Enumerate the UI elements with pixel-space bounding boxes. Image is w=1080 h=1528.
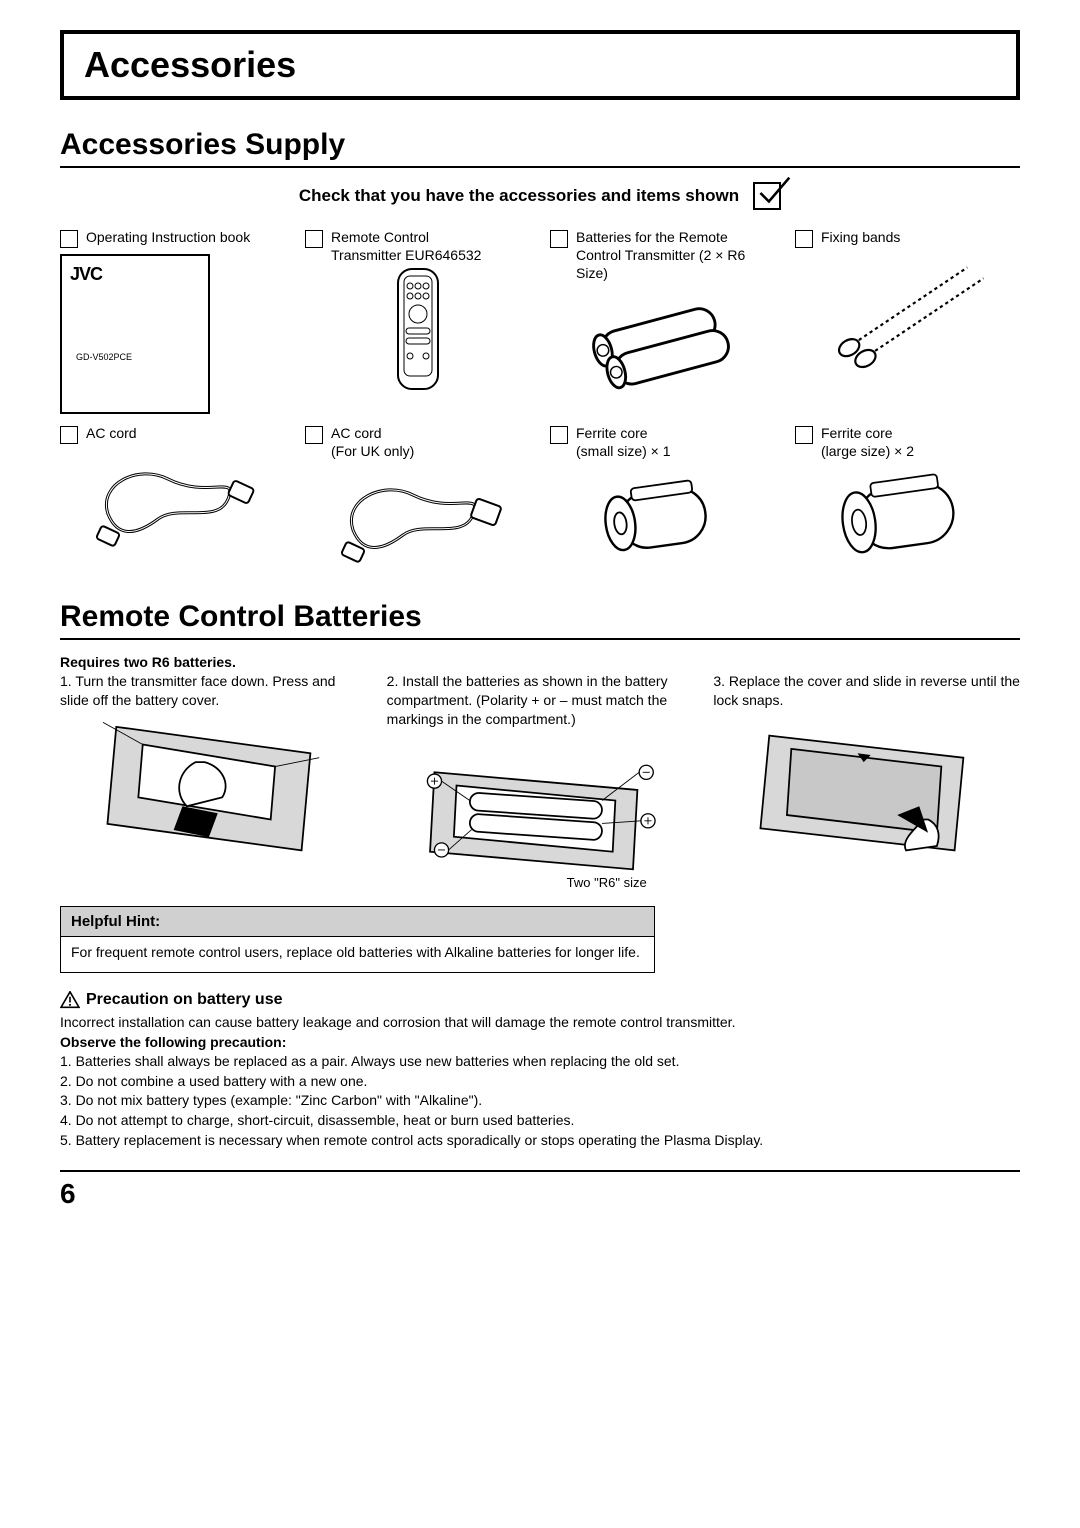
- item-label: Operating Instruction book: [86, 229, 250, 245]
- precaution-body: Incorrect installation can cause battery…: [60, 1013, 1020, 1150]
- item-label: Remote Control: [331, 229, 429, 245]
- item-ferrite-large: Ferrite core(large size) × 2: [795, 424, 1020, 570]
- warning-icon: [60, 991, 80, 1009]
- section-remote-batteries: Remote Control Batteries: [60, 600, 1020, 640]
- step-2-illustration: [387, 737, 694, 887]
- precaution-observe: Observe the following precaution:: [60, 1033, 1020, 1053]
- helpful-hint-box: Helpful Hint: For frequent remote contro…: [60, 906, 655, 973]
- batteries-illustration: [550, 283, 775, 413]
- item-label-2: Control Transmitter (2 × R6 Size): [576, 246, 775, 282]
- step-2-text: 2. Install the batteries as shown in the…: [387, 672, 694, 729]
- checkbox[interactable]: [550, 426, 568, 444]
- item-ac-cord: AC cord: [60, 424, 285, 570]
- item-label: Ferrite core: [576, 425, 648, 441]
- step-2: 2. Install the batteries as shown in the…: [387, 672, 694, 890]
- item-label: AC cord: [331, 425, 382, 441]
- cord-uk-illustration: [305, 460, 530, 570]
- hint-body: For frequent remote control users, repla…: [61, 937, 654, 972]
- title-box: Accessories: [60, 30, 1020, 100]
- precaution-item: 5. Battery replacement is necessary when…: [60, 1131, 1020, 1151]
- check-instruction: Check that you have the accessories and …: [60, 182, 1020, 210]
- battery-steps: 1. Turn the transmitter face down. Press…: [60, 672, 1020, 890]
- bands-illustration: [795, 248, 1020, 378]
- page-title: Accessories: [84, 44, 996, 86]
- checkbox[interactable]: [795, 230, 813, 248]
- section-accessories-supply: Accessories Supply: [60, 128, 1020, 168]
- item-batteries: Batteries for the RemoteControl Transmit…: [550, 228, 775, 414]
- item-fixing-bands: Fixing bands: [795, 228, 1020, 414]
- checkbox[interactable]: [550, 230, 568, 248]
- cord-illustration: [60, 444, 285, 554]
- item-ferrite-small: Ferrite core(small size) × 1: [550, 424, 775, 570]
- book-illustration: JVC GD-V502PCE: [60, 254, 210, 414]
- footer: 6: [60, 1170, 1020, 1210]
- model-text: GD-V502PCE: [76, 352, 132, 362]
- item-ac-cord-uk: AC cord(For UK only): [305, 424, 530, 570]
- item-label-2: (For UK only): [331, 442, 414, 460]
- item-instruction-book: Operating Instruction book JVC GD-V502PC…: [60, 228, 285, 414]
- precaution-item: 2. Do not combine a used battery with a …: [60, 1072, 1020, 1092]
- hint-heading: Helpful Hint:: [61, 907, 654, 937]
- remote-illustration: [305, 264, 530, 394]
- checkmark-icon: [753, 182, 781, 210]
- checkbox[interactable]: [305, 230, 323, 248]
- precaution-heading: Precaution on battery use: [60, 991, 1020, 1009]
- step-3: 3. Replace the cover and slide in revers…: [713, 672, 1020, 890]
- requires-text: Requires two R6 batteries.: [60, 654, 1020, 670]
- precaution-item: 3. Do not mix battery types (example: "Z…: [60, 1091, 1020, 1111]
- step-3-illustration: [713, 718, 1020, 868]
- accessories-grid: Operating Instruction book JVC GD-V502PC…: [60, 228, 1020, 570]
- checkbox[interactable]: [60, 426, 78, 444]
- checkbox[interactable]: [305, 426, 323, 444]
- step-1: 1. Turn the transmitter face down. Press…: [60, 672, 367, 890]
- check-text: Check that you have the accessories and …: [299, 186, 739, 206]
- item-label-2: Transmitter EUR646532: [331, 246, 481, 264]
- step-3-text: 3. Replace the cover and slide in revers…: [713, 672, 1020, 710]
- item-label-2: (small size) × 1: [576, 442, 671, 460]
- precaution-item: 1. Batteries shall always be replaced as…: [60, 1052, 1020, 1072]
- step-1-illustration: [60, 718, 367, 868]
- checkbox[interactable]: [60, 230, 78, 248]
- precaution-title: Precaution on battery use: [86, 991, 283, 1009]
- page-number: 6: [60, 1178, 1020, 1210]
- checkbox[interactable]: [795, 426, 813, 444]
- precaution-item: 4. Do not attempt to charge, short-circu…: [60, 1111, 1020, 1131]
- item-label-2: (large size) × 2: [821, 442, 914, 460]
- brand-text: JVC: [70, 264, 102, 284]
- item-label: Ferrite core: [821, 425, 893, 441]
- item-label: AC cord: [86, 425, 137, 441]
- precaution-intro: Incorrect installation can cause battery…: [60, 1013, 1020, 1033]
- step-1-text: 1. Turn the transmitter face down. Press…: [60, 672, 367, 710]
- item-remote: Remote ControlTransmitter EUR646532: [305, 228, 530, 414]
- item-label: Batteries for the Remote: [576, 229, 728, 245]
- ferrite-large-illustration: [795, 460, 1020, 570]
- ferrite-small-illustration: [550, 460, 775, 570]
- item-label: Fixing bands: [821, 229, 900, 245]
